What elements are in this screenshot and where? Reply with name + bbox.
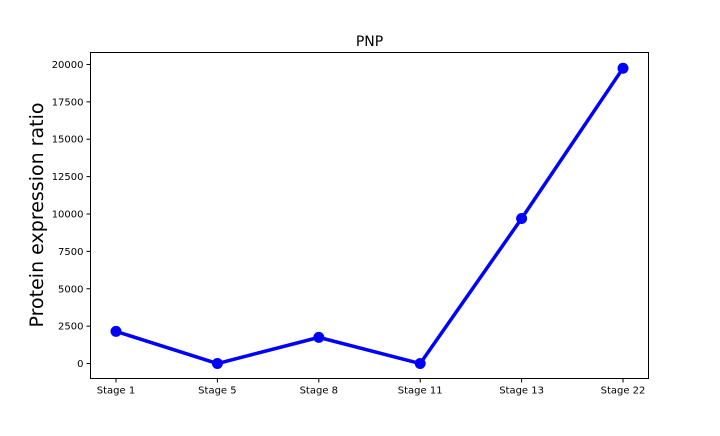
data-point: [414, 358, 426, 370]
y-axis-label: Protein expression ratio: [26, 103, 48, 328]
y-tick-label: 2500: [58, 322, 83, 333]
x-axis: Stage 1 Stage 5 Stage 8 Stage 11 Stage 13 Sta…: [97, 378, 646, 397]
data-point: [110, 325, 122, 337]
y-tick-label: 17500: [52, 97, 84, 108]
data-point: [516, 212, 528, 224]
y-tick-label: 7500: [58, 247, 83, 258]
y-tick-label: 0: [77, 359, 83, 370]
plot-frame: [90, 52, 649, 379]
x-tick-label: Stage 11: [398, 386, 443, 397]
y-tick-label: 12500: [52, 172, 84, 183]
x-tick-label: Stage 1: [97, 386, 135, 397]
series-line: [114, 66, 625, 366]
chart-title: PNP: [356, 34, 383, 50]
y-tick-label: 10000: [52, 210, 84, 221]
data-point: [211, 358, 223, 370]
x-tick-label: Stage 13: [499, 386, 544, 397]
y-tick-label: 5000: [58, 284, 83, 295]
y-axis: 0 2500 5000 7500 10000 12500 15000 17500 20000: [52, 60, 91, 370]
x-tick-label: Stage 8: [300, 386, 338, 397]
plot-series: [110, 62, 629, 370]
x-tick-label: Stage 22: [601, 386, 646, 397]
data-point: [313, 331, 325, 343]
data-point: [617, 62, 629, 74]
y-tick-label: 20000: [52, 60, 84, 71]
x-tick-label: Stage 5: [198, 386, 236, 397]
y-tick-label: 15000: [52, 135, 84, 146]
